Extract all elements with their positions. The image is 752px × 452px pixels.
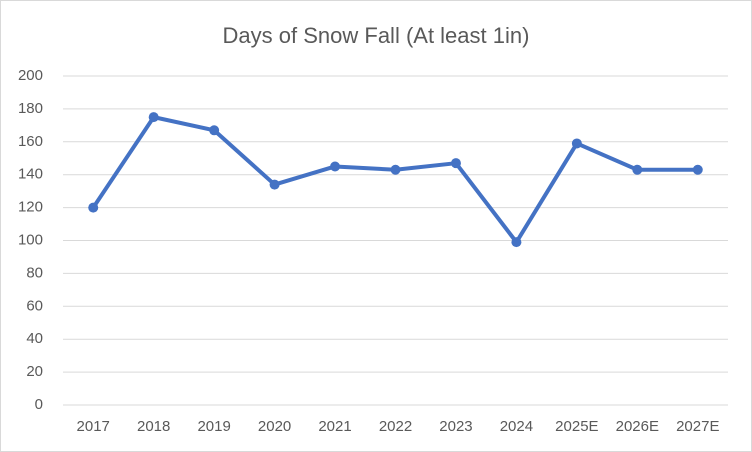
x-tick-label: 2026E xyxy=(616,418,659,435)
data-point xyxy=(330,161,341,172)
y-tick-label: 100 xyxy=(18,231,43,248)
y-tick-label: 120 xyxy=(18,199,43,216)
data-point xyxy=(692,164,703,175)
y-tick-label: 80 xyxy=(26,264,43,281)
y-tick-label: 180 xyxy=(18,100,43,117)
data-point xyxy=(571,138,582,149)
data-point xyxy=(209,125,220,136)
data-point xyxy=(148,112,159,123)
x-tick-label: 2017 xyxy=(77,418,110,435)
y-tick-label: 40 xyxy=(26,330,43,347)
data-point xyxy=(511,237,522,248)
x-tick-label: 2019 xyxy=(197,418,230,435)
y-tick-label: 20 xyxy=(26,363,43,380)
data-point xyxy=(632,164,643,175)
x-tick-label: 2023 xyxy=(439,418,472,435)
y-tick-label: 160 xyxy=(18,133,43,150)
y-tick-label: 140 xyxy=(18,166,43,183)
x-tick-label: 2027E xyxy=(676,418,719,435)
y-tick-label: 200 xyxy=(18,67,43,84)
chart-title: Days of Snow Fall (At least 1in) xyxy=(223,23,530,48)
data-point xyxy=(390,164,401,175)
y-tick-label: 0 xyxy=(35,396,43,413)
x-tick-label: 2024 xyxy=(500,418,533,435)
x-tick-label: 2021 xyxy=(318,418,351,435)
y-tick-label: 60 xyxy=(26,297,43,314)
x-tick-label: 2020 xyxy=(258,418,291,435)
x-tick-label: 2025E xyxy=(555,418,598,435)
data-point xyxy=(269,179,280,190)
x-tick-label: 2022 xyxy=(379,418,412,435)
data-point xyxy=(450,158,461,169)
data-point xyxy=(88,202,99,213)
x-tick-label: 2018 xyxy=(137,418,170,435)
